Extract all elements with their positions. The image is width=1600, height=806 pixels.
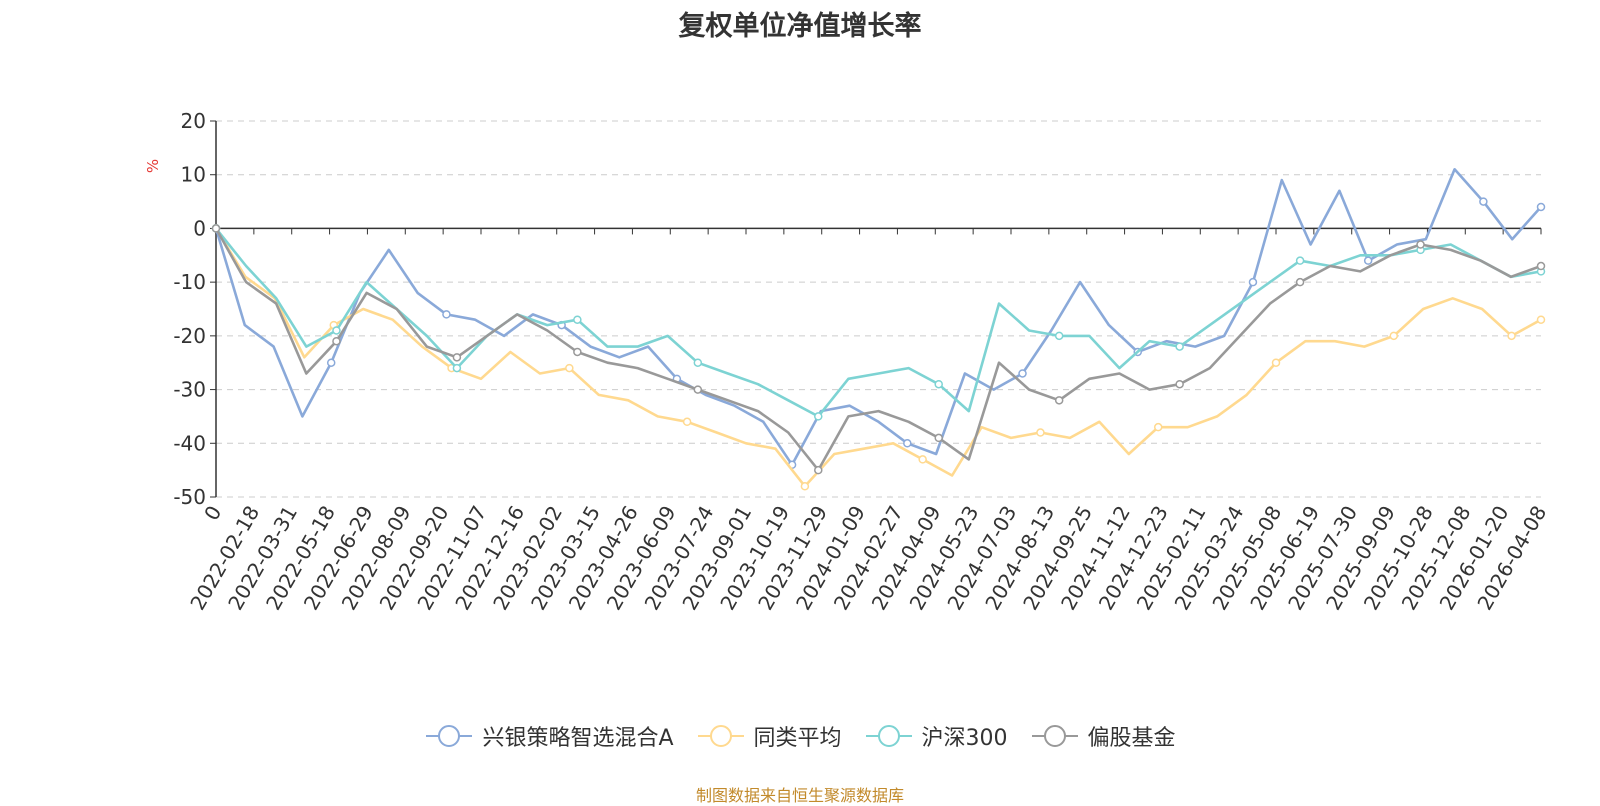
series-point (1507, 331, 1516, 341)
series-point (1153, 422, 1163, 432)
series-point (693, 358, 703, 367)
series-line-0 (214, 168, 1542, 467)
legend-label: 兴银策略智选混合A (482, 726, 674, 751)
series-point (1536, 261, 1546, 271)
legend-item-0[interactable]: 兴银策略智选混合A (424, 720, 674, 752)
series-point (1054, 331, 1064, 341)
y-axis: 20 10 0 -10 -20 -30 -40 -50 (173, 109, 217, 509)
series-point (1363, 256, 1373, 265)
series-point (814, 412, 823, 421)
series-point (934, 433, 943, 443)
legend-marker-icon (426, 725, 473, 747)
series-point (1479, 197, 1488, 206)
series-point (1054, 396, 1064, 405)
series-point (332, 336, 341, 346)
grid-lines (216, 120, 1541, 498)
series-point (1036, 428, 1045, 437)
legend-marker-icon (865, 725, 912, 747)
series-line-2 (214, 227, 1542, 418)
series-point (452, 353, 462, 362)
chart-title: 复权单位净值增长率 (678, 11, 922, 42)
series-point (934, 379, 943, 389)
series-point (1295, 256, 1305, 265)
legend-item-3[interactable]: 偏股基金 (1030, 720, 1176, 752)
series-point (452, 363, 462, 373)
legend-label: 沪深300 (921, 726, 1008, 751)
legend-item-2[interactable]: 沪深300 (864, 720, 1008, 752)
series-point (565, 363, 574, 373)
legend-marker-icon (697, 725, 744, 747)
y-tick-label: -40 (173, 431, 206, 455)
series-point (1175, 342, 1184, 351)
series-point (1295, 277, 1305, 287)
series-point (682, 417, 692, 427)
legend-marker-icon (1031, 725, 1078, 747)
series-lines (211, 168, 1546, 491)
series-point (693, 385, 703, 394)
legend: 兴银策略智选混合A 同类平均 沪深300 偏股基金 (0, 720, 1600, 752)
series-point (1389, 331, 1399, 341)
series-point (211, 224, 221, 233)
series-point (1536, 202, 1546, 212)
series-point (1271, 358, 1281, 367)
legend-label: 偏股基金 (1087, 726, 1176, 751)
series-point (1018, 369, 1027, 378)
legend-label: 同类平均 (753, 726, 842, 751)
series-point (903, 439, 912, 448)
series-point (1416, 240, 1425, 249)
y-tick-label: 10 (181, 163, 206, 187)
series-line-1 (214, 227, 1542, 488)
series-point (918, 455, 927, 464)
series-point (332, 326, 341, 335)
series-point (814, 465, 823, 475)
y-tick-label: -10 (173, 270, 206, 294)
series-point (1248, 277, 1258, 287)
y-tick-label: -30 (173, 378, 206, 402)
series-point (442, 310, 451, 319)
source-note: 制图数据来自恒生聚源数据库 (695, 786, 904, 805)
y-axis-label: % (144, 159, 162, 173)
y-tick-label: -20 (173, 324, 206, 348)
y-tick-label: 20 (181, 109, 206, 133)
legend-item-1[interactable]: 同类平均 (696, 720, 842, 752)
series-point (1175, 379, 1184, 389)
series-point (1536, 315, 1546, 324)
series-point (573, 347, 582, 357)
series-point (800, 482, 810, 491)
series-point (326, 358, 336, 367)
x-tick-label: 0 (199, 502, 226, 525)
x-axis: 02022-02-182022-03-312022-05-182022-06-2… (185, 227, 1551, 614)
series-point (573, 315, 582, 324)
y-tick-label: -50 (173, 485, 206, 509)
y-tick-label: 0 (193, 216, 206, 240)
series-line-3 (214, 227, 1542, 472)
